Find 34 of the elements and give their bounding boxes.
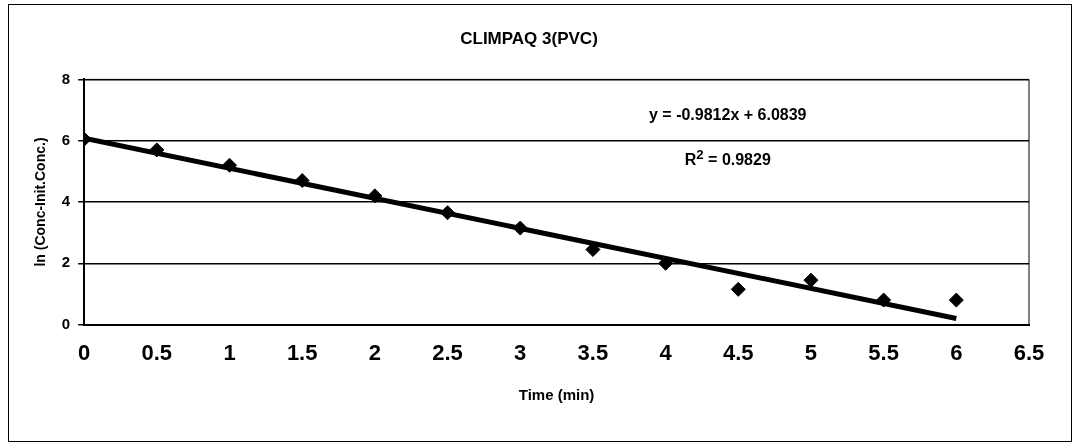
x-tick-label: 3 (514, 339, 527, 365)
x-tick-label: 2 (368, 339, 381, 365)
x-tick-label: 3.5 (577, 339, 609, 365)
point (294, 173, 310, 189)
x-tick-label: 2.5 (432, 339, 463, 365)
x-tick-label: 4.5 (722, 339, 754, 365)
point (730, 281, 746, 297)
y-axis-title: ln (Conc-Init.Conc.) (32, 137, 49, 267)
point (948, 292, 964, 308)
x-axis-title: Time (min) (518, 386, 595, 404)
point (876, 292, 892, 308)
point (803, 272, 819, 288)
annotation: y = -0.9812x + 6.0839 (649, 105, 807, 125)
y-tick-label: 4 (61, 192, 71, 210)
y-tick-label: 0 (61, 314, 71, 332)
x-tick-label: 6 (950, 339, 963, 365)
point (222, 157, 238, 173)
y-tick-label: 2 (61, 253, 71, 271)
x-tick-label: 1.5 (286, 339, 318, 365)
point (367, 188, 383, 204)
y-tick-label: 6 (61, 130, 71, 148)
x-tick-label: 0 (78, 339, 91, 365)
point (149, 142, 165, 158)
annotation: R$^{2}$ = 0.9829 (683, 146, 772, 171)
y-tick-label: 8 (61, 69, 71, 87)
x-tick-label: 5 (804, 339, 818, 365)
point (440, 205, 456, 221)
x-tick-label: 1 (223, 339, 236, 365)
chart-title: CLIMPAQ 3(PVC) (460, 28, 598, 48)
x-tick-label: 6.5 (1013, 339, 1045, 365)
x-tick-label: 5.5 (868, 339, 899, 365)
x-tick-label: 4 (659, 339, 673, 365)
point (512, 220, 528, 236)
x-tick-label: 0.5 (141, 339, 173, 365)
